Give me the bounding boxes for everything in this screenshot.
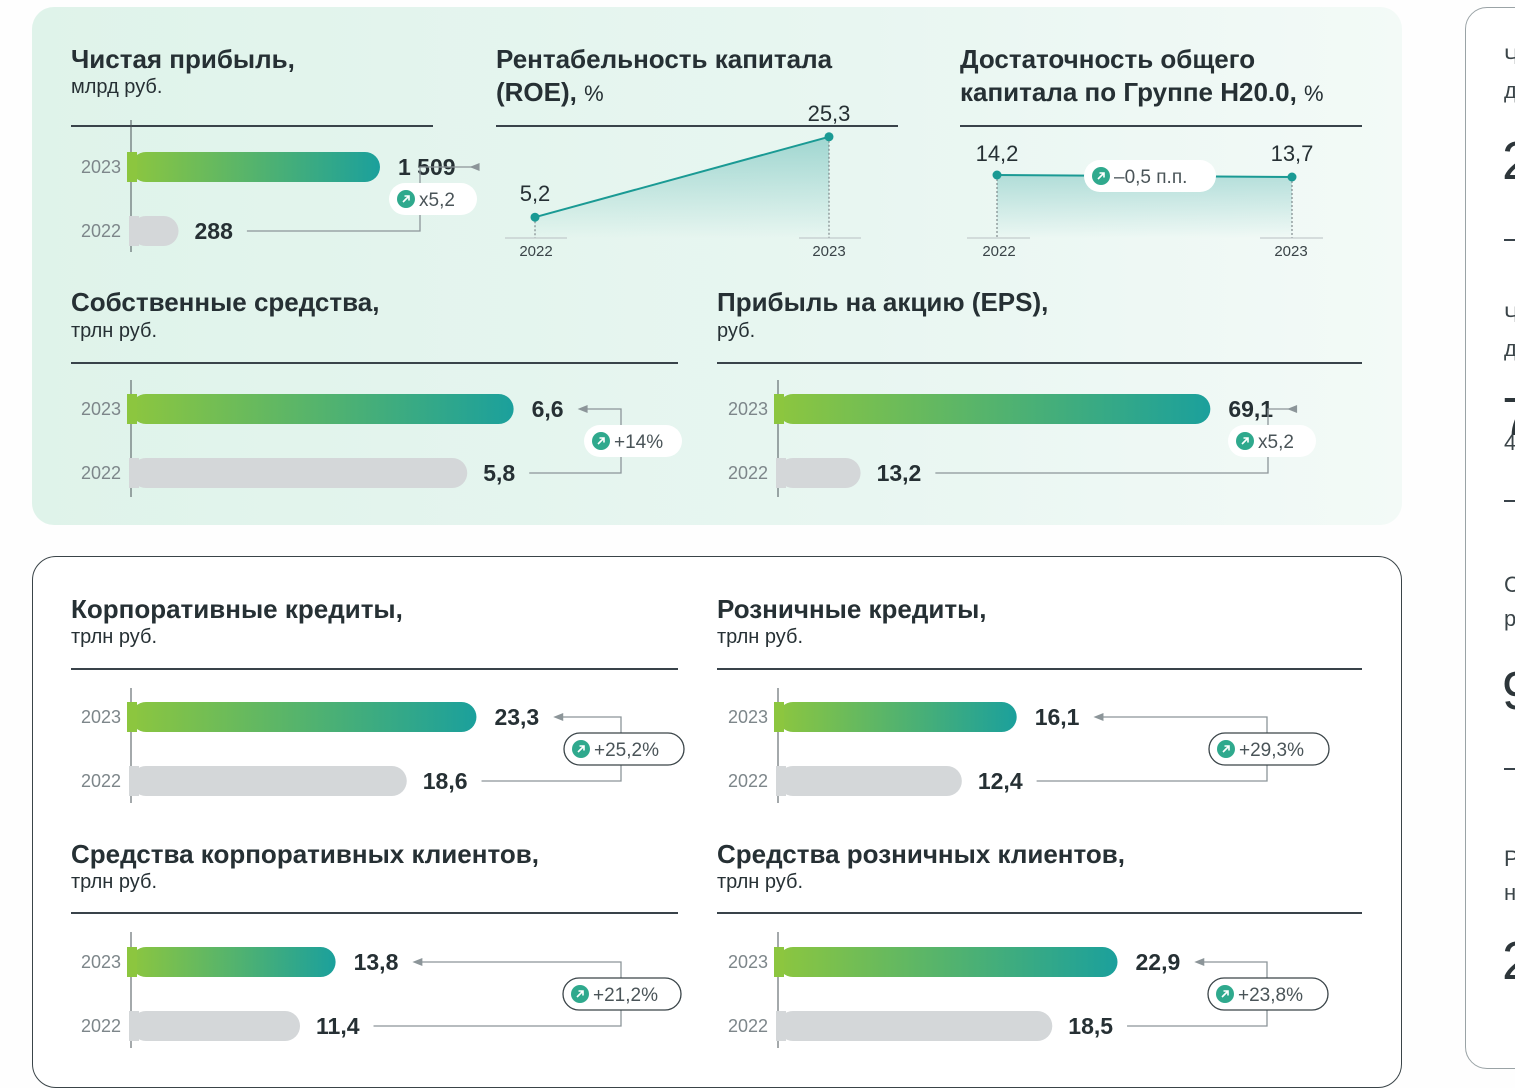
side-value: 7	[1502, 386, 1515, 448]
chart-unit: трлн руб.	[717, 871, 804, 893]
side-text: р	[1504, 606, 1515, 631]
side-text: С	[1504, 572, 1515, 597]
title-rule	[717, 362, 1362, 364]
chart-title: Корпоративные кредиты,	[71, 594, 403, 624]
chart-title: Розничные кредиты,	[717, 594, 987, 624]
title-rule	[71, 668, 678, 670]
chart-title: Средства корпоративных клиентов,	[71, 839, 539, 869]
side-text: д	[1504, 336, 1515, 361]
title-rule	[71, 362, 678, 364]
side-divider	[1504, 239, 1515, 241]
title-rule	[717, 912, 1362, 914]
chart-title: Рентабельность капитала (ROE), %	[496, 44, 833, 107]
side-text: Ч	[1504, 44, 1515, 69]
chart-title: Собственные средства,	[71, 287, 380, 317]
title-rule	[496, 125, 898, 127]
side-value: 2	[1502, 930, 1515, 992]
side-value: 9	[1502, 660, 1515, 722]
chart-unit: трлн руб.	[717, 626, 804, 648]
chart-title: Прибыль на акцию (EPS),	[717, 287, 1049, 317]
side-text: Р	[1504, 846, 1515, 871]
side-value: 2	[1502, 130, 1515, 192]
title-rule	[960, 125, 1362, 127]
title-rule	[71, 125, 433, 127]
chart-unit: трлн руб.	[71, 626, 158, 648]
chart-unit: млрд руб.	[71, 76, 163, 98]
chart-title: Средства розничных клиентов,	[717, 839, 1125, 869]
chart-unit: трлн руб.	[71, 320, 158, 342]
side-divider	[1504, 500, 1515, 502]
chart-title: Чистая прибыль,	[71, 44, 295, 74]
side-panel	[1465, 7, 1515, 1069]
chart-title: Достаточность общего капитала по Группе Н…	[960, 44, 1324, 107]
side-text: н	[1504, 880, 1515, 905]
title-rule	[717, 668, 1362, 670]
side-text: 4	[1504, 430, 1515, 455]
chart-unit: руб.	[717, 320, 756, 342]
side-text: д	[1504, 78, 1515, 103]
side-divider	[1504, 768, 1515, 770]
side-text: Ч	[1504, 302, 1515, 327]
chart-unit: трлн руб.	[71, 871, 158, 893]
title-rule	[71, 912, 678, 914]
